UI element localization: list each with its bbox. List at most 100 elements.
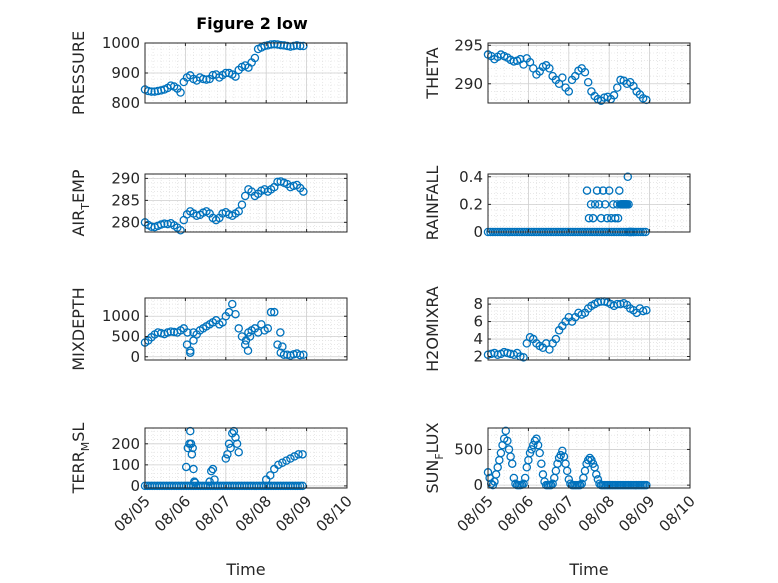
data-point — [186, 439, 196, 449]
data-point — [188, 443, 197, 453]
x-tick-label: 08/09 — [615, 492, 658, 535]
data-point — [147, 222, 156, 231]
data-point — [276, 40, 285, 50]
data-point — [266, 40, 276, 49]
data-point — [590, 200, 600, 209]
data-point — [293, 481, 302, 491]
data-point — [231, 72, 240, 81]
y-tick-label: 1000 — [102, 34, 140, 52]
data-point — [274, 460, 283, 470]
data-point — [577, 479, 586, 488]
data-point — [208, 464, 218, 474]
data-point — [583, 77, 593, 87]
y-tick-label: 800 — [111, 94, 140, 112]
data-point — [623, 172, 633, 182]
data-point — [615, 186, 624, 195]
axes-box — [487, 42, 691, 104]
data-point — [594, 200, 604, 209]
data-point — [278, 342, 287, 351]
figure-title: Figure 2 low — [196, 14, 308, 33]
y-axis-label: H2OMIXRA — [423, 286, 442, 372]
data-point — [598, 186, 608, 195]
y-tick-label: 500 — [111, 327, 140, 345]
y-tick-label: 6 — [473, 313, 483, 331]
data-point — [210, 475, 219, 484]
data-point — [503, 436, 512, 446]
x-tick-label: 08/10 — [656, 492, 699, 535]
data-point — [202, 75, 211, 84]
y-axis-label: SUNFLUX — [423, 422, 446, 493]
data-point — [611, 213, 620, 223]
y-tick-label: 290 — [454, 75, 483, 93]
data-point — [299, 350, 308, 359]
data-point — [624, 200, 633, 209]
data-point — [234, 207, 243, 216]
data-point — [298, 450, 307, 459]
data-point — [207, 466, 216, 476]
subplot-air: 280 285 290 AIRTEMP — [69, 169, 348, 237]
data-point — [237, 200, 247, 210]
data-point — [295, 481, 305, 491]
axes-box — [144, 297, 348, 361]
data-point — [282, 456, 291, 465]
data-point — [250, 53, 260, 63]
axes-box — [487, 173, 691, 233]
axes-box — [144, 427, 348, 489]
data-point — [290, 452, 299, 461]
x-tick-label: 08/05 — [454, 492, 497, 535]
data-point — [198, 74, 208, 84]
subplot-theta: 290 295 THETA — [423, 36, 691, 105]
data-series — [140, 426, 307, 491]
data-point — [535, 448, 544, 458]
data-point — [294, 450, 303, 459]
data-point — [642, 95, 651, 105]
y-tick-label: 0 — [473, 223, 483, 241]
data-point — [580, 67, 590, 77]
data-point — [234, 324, 243, 333]
data-point — [282, 350, 292, 359]
x-tick-label: 08/07 — [191, 492, 234, 535]
data-point — [176, 225, 185, 235]
data-point — [183, 328, 192, 337]
data-point — [224, 439, 234, 449]
data-point — [586, 200, 596, 209]
x-tick-label: 08/10 — [313, 492, 356, 535]
plot-area — [488, 298, 690, 360]
data-point — [185, 348, 195, 357]
data-point — [558, 73, 567, 82]
data-point — [575, 480, 585, 490]
data-point — [592, 186, 602, 195]
data-series — [483, 297, 651, 362]
data-point — [282, 41, 292, 51]
data-point — [189, 336, 198, 345]
data-point — [278, 458, 287, 467]
data-point — [190, 478, 200, 487]
x-tick-label: 08/07 — [534, 492, 577, 535]
x-axis-label: Time — [225, 560, 265, 579]
data-point — [592, 470, 601, 479]
data-point — [588, 213, 598, 223]
data-point — [231, 309, 240, 319]
data-point — [613, 213, 623, 223]
data-point — [507, 459, 517, 468]
data-point — [602, 213, 612, 223]
y-tick-label: 0 — [130, 348, 140, 366]
data-point — [509, 473, 519, 483]
subplot-pressure: 800 900 1000 PRESSURE — [69, 31, 348, 115]
data-point — [270, 39, 279, 49]
y-tick-label: 8 — [473, 295, 483, 313]
data-point — [205, 477, 214, 486]
data-point — [279, 350, 289, 359]
data-point — [519, 353, 528, 362]
y-tick-label: 285 — [111, 191, 140, 209]
data-point — [600, 200, 610, 209]
data-point — [176, 88, 185, 97]
data-point — [273, 40, 282, 49]
data-point — [604, 186, 614, 195]
x-tick-label: 08/06 — [151, 492, 194, 535]
data-point — [187, 450, 197, 459]
data-point — [160, 219, 169, 228]
data-point — [295, 350, 305, 360]
